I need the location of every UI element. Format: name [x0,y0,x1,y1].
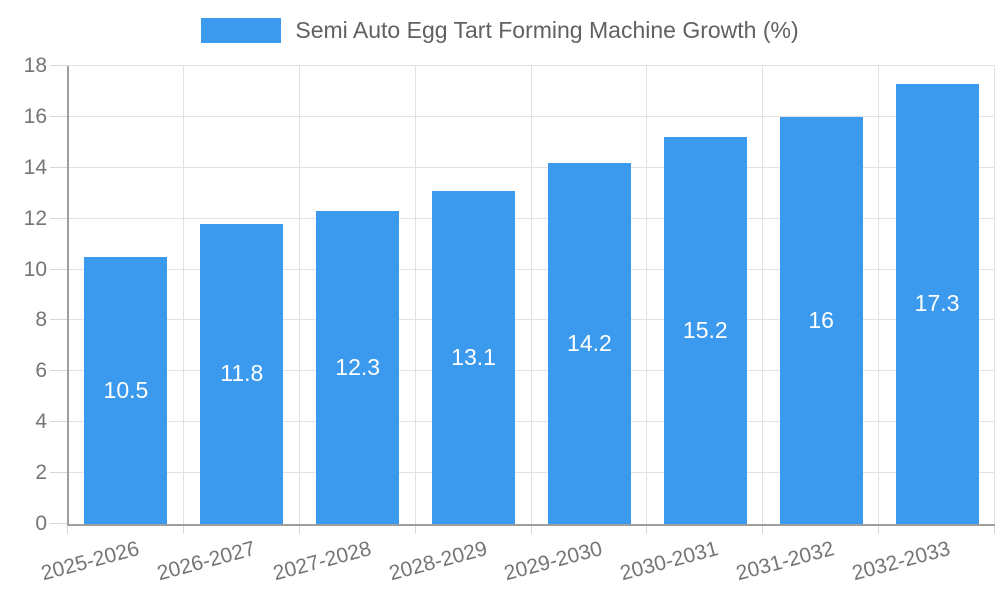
h-gridline [68,370,995,372]
y-axis-label: 14 [23,155,47,179]
y-axis-label: 16 [23,104,47,128]
bar[interactable]: 10.5 [84,256,168,524]
h-gridline [68,217,995,219]
bar-value-label: 13.1 [451,343,496,370]
v-gridline [414,66,416,524]
x-tick-mark [646,524,648,534]
bar[interactable]: 16 [779,116,863,524]
bar[interactable]: 13.1 [432,190,516,524]
bar[interactable]: 12.3 [316,211,400,524]
h-gridline [68,65,995,66]
bar[interactable]: 17.3 [895,83,979,524]
bar[interactable]: 14.2 [547,162,631,524]
x-tick-mark [762,524,764,534]
x-tick-mark [994,524,995,534]
bar-value-label: 17.3 [914,290,960,317]
bar[interactable]: 11.8 [200,223,284,524]
v-gridline [182,66,184,524]
v-gridline [878,66,880,524]
legend-swatch [201,17,282,43]
y-axis-label: 2 [35,461,47,485]
h-gridline [68,319,995,321]
y-tick-mark [50,268,68,270]
y-tick-mark [50,523,68,524]
y-axis-label: 4 [35,410,47,434]
x-tick-mark [414,524,416,534]
h-gridline [68,115,995,117]
x-tick-mark [530,524,532,534]
bar-value-label: 11.8 [220,360,264,387]
v-gridline [530,66,532,524]
y-tick-mark [50,217,68,219]
y-axis-label: 0 [35,512,47,535]
v-gridline [298,66,300,524]
y-tick-mark [50,166,68,168]
x-tick-mark [298,524,300,534]
y-axis-label: 8 [35,308,47,332]
y-axis-label: 18 [23,54,47,77]
chart-legend[interactable]: Semi Auto Egg Tart Forming Machine Growt… [0,17,1000,43]
y-tick-mark [50,421,68,423]
y-tick-mark [50,65,68,66]
bar-value-label: 15.2 [682,317,728,344]
y-axis-line [67,66,69,525]
y-tick-mark [50,472,68,474]
y-tick-mark [50,319,68,321]
v-gridline [994,66,995,524]
h-gridline [68,166,995,168]
y-axis-label: 10 [23,257,47,281]
x-tick-mark [182,524,184,534]
bar-value-label: 14.2 [567,329,612,356]
h-gridline [68,421,995,423]
y-tick-mark [50,370,68,372]
v-gridline [646,66,648,524]
bar-value-label: 12.3 [335,354,381,380]
h-gridline [68,472,995,474]
y-axis-label: 6 [35,359,47,383]
y-tick-mark [50,115,68,117]
y-axis-label: 12 [23,206,47,230]
bar-value-label: 16 [808,306,834,333]
x-axis-line [67,524,995,526]
v-gridline [762,66,764,524]
bar-value-label: 10.5 [103,376,149,403]
x-tick-mark [67,524,68,534]
bar[interactable]: 15.2 [663,137,747,524]
h-gridline [68,268,995,270]
legend-label: Semi Auto Egg Tart Forming Machine Growt… [295,17,799,43]
x-tick-mark [878,524,880,534]
